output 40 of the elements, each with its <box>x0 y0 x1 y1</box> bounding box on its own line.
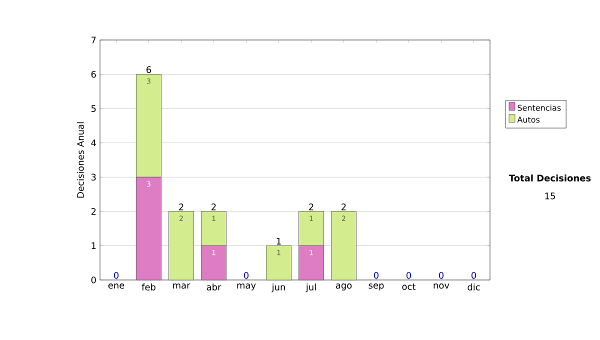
y-tick-label: 2 <box>91 208 96 215</box>
y-tick-label: 5 <box>91 105 96 112</box>
x-tick-label: dic <box>468 284 480 290</box>
total-label: 2 <box>342 204 346 210</box>
total-label: 1 <box>276 238 281 244</box>
total-label: 0 <box>438 272 444 279</box>
x-tick-label: mar <box>173 284 190 289</box>
x-tick-label: feb <box>142 284 156 290</box>
x-tick-label: ene <box>108 284 124 289</box>
x-tick-label: jun <box>272 284 285 292</box>
x-tick-label: abr <box>206 284 222 290</box>
legend-label: Autos <box>517 116 540 123</box>
total-label: 6 <box>146 66 152 74</box>
total-label: 0 <box>244 272 249 279</box>
x-tick-label: jul <box>306 284 316 292</box>
total-label: 0 <box>406 272 412 279</box>
bar <box>168 211 194 280</box>
total-label: 2 <box>309 204 314 210</box>
y-tick-label: 3 <box>91 174 96 181</box>
y-tick-label: 1 <box>92 242 96 249</box>
y-tick-label: 7 <box>91 36 96 44</box>
text: 15 <box>545 192 555 200</box>
x-tick-label: ago <box>336 284 352 290</box>
y-tick-label: 4 <box>91 140 96 146</box>
total-label: 0 <box>114 272 119 279</box>
bar <box>331 211 356 280</box>
total-label: 0 <box>374 272 379 279</box>
total-label: 2 <box>179 204 184 210</box>
total-label: 0 <box>471 272 476 279</box>
x-tick-label: oct <box>402 284 416 290</box>
text: Total Decisiones <box>508 174 591 182</box>
y-tick-label: 6 <box>91 70 96 78</box>
x-tick-label: may <box>237 284 256 290</box>
legend-label: Sentencias <box>518 104 561 111</box>
bar <box>266 246 292 280</box>
x-tick-label: nov <box>434 284 450 289</box>
y-axis-title: Decisiones Anual <box>76 122 84 198</box>
x-tick-label: sep <box>368 284 384 290</box>
total-label: 2 <box>212 204 216 210</box>
y-tick-label: 0 <box>91 276 96 284</box>
